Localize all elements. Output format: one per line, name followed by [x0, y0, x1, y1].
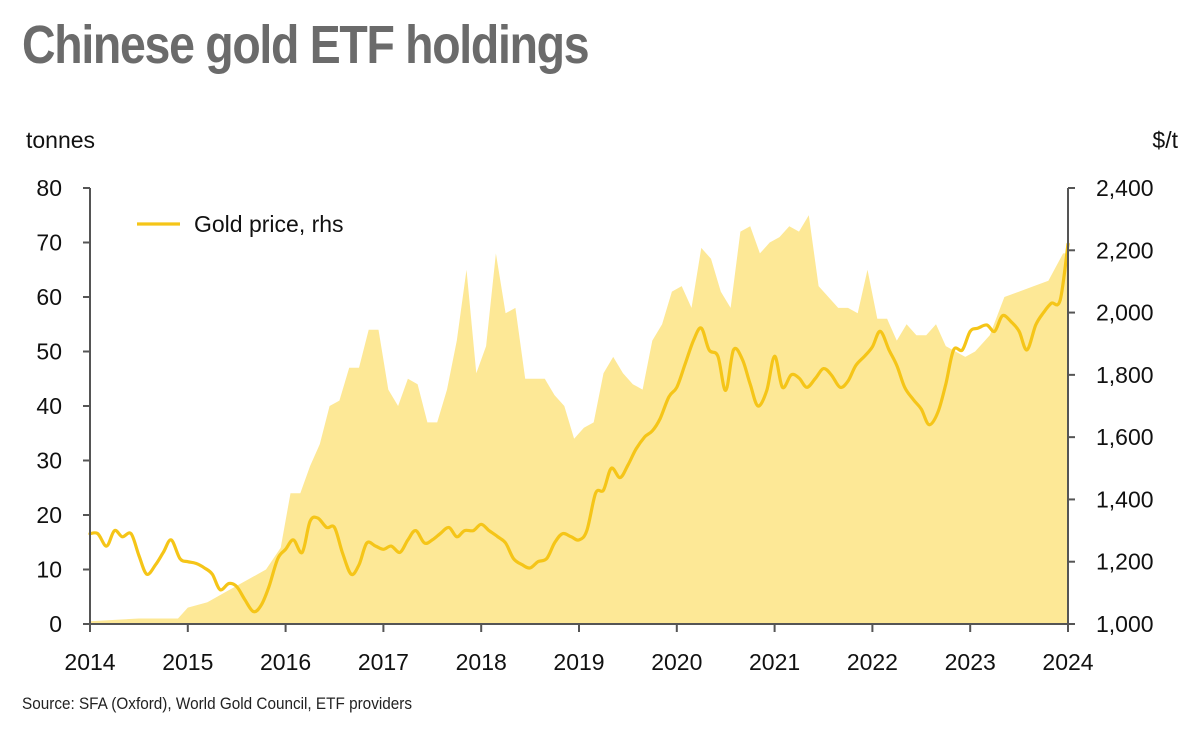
left-tick-label: 80	[36, 175, 62, 201]
x-tick-label: 2019	[553, 649, 604, 675]
legend-label: Gold price, rhs	[194, 211, 344, 237]
right-tick-label: 2,200	[1096, 237, 1154, 263]
x-tick-label: 2020	[651, 649, 702, 675]
holdings-area	[90, 215, 1068, 625]
holdings-area-layer	[90, 215, 1068, 625]
right-tick-label: 1,400	[1096, 486, 1154, 512]
right-tick-label: 1,000	[1096, 611, 1154, 637]
left-tick-label: 0	[49, 611, 62, 637]
left-axis-unit: tonnes	[26, 127, 95, 153]
gold-price-line	[88, 242, 1070, 614]
x-tick-label: 2024	[1042, 649, 1093, 675]
left-tick-label: 20	[36, 502, 62, 528]
right-tick-label: 1,200	[1096, 549, 1154, 575]
x-tick-label: 2016	[260, 649, 311, 675]
left-tick-label: 10	[36, 557, 62, 583]
right-axis-unit: $/t	[1152, 127, 1178, 153]
gold-price-line-layer	[88, 242, 1070, 614]
left-tick-label: 70	[36, 230, 62, 256]
x-tick-label: 2018	[456, 649, 507, 675]
legend: Gold price, rhs	[137, 211, 344, 237]
left-tick-label: 40	[36, 393, 62, 419]
left-tick-label: 30	[36, 448, 62, 474]
source-note: Source: SFA (Oxford), World Gold Council…	[22, 694, 413, 713]
right-tick-label: 2,400	[1096, 175, 1154, 201]
x-tick-label: 2022	[847, 649, 898, 675]
x-tick-label: 2023	[945, 649, 996, 675]
x-tick-label: 2014	[64, 649, 115, 675]
x-tick-label: 2021	[749, 649, 800, 675]
left-tick-label: 60	[36, 284, 62, 310]
x-tick-label: 2015	[162, 649, 213, 675]
x-tick-label: 2017	[358, 649, 409, 675]
right-tick-label: 1,800	[1096, 362, 1154, 388]
right-tick-label: 1,600	[1096, 424, 1154, 450]
axes-layer: 0 10 20 30 40 50 60 70 80 1,000 1,200 1,400 1,600 1,8…	[26, 127, 1179, 675]
chart-title: Chinese gold ETF holdings	[22, 15, 590, 75]
left-tick-label: 50	[36, 339, 62, 365]
right-tick-label: 2,000	[1096, 300, 1154, 326]
